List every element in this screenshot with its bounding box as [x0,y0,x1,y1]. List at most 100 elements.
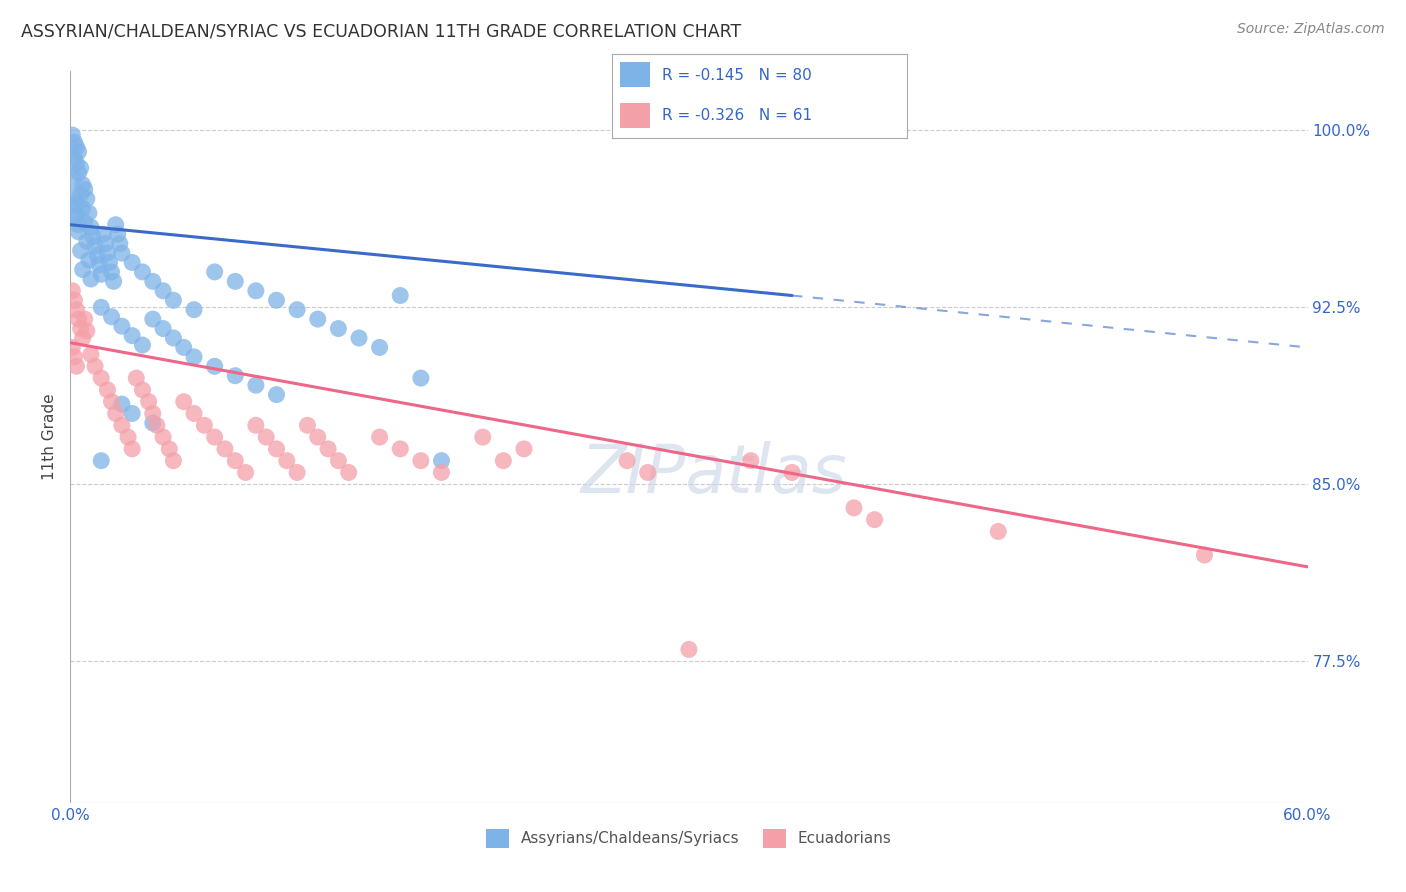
Point [60,340,83,354]
Point [285,466,308,480]
Point [104,218,127,232]
Point [224,453,246,467]
Point [76,324,98,338]
Point [80,220,103,235]
Point [69,244,91,258]
Point [63,199,86,213]
Point [90,371,112,385]
Point [740,453,762,467]
Point [471,430,494,444]
Point [125,371,148,385]
Point [90,267,112,281]
Point [214,442,236,456]
Point [73,312,96,326]
Point [69,161,91,175]
Point [86,248,108,262]
Point [152,321,174,335]
Point [328,321,350,335]
Point [616,453,638,467]
Point [63,135,86,149]
Point [409,453,432,467]
Point [430,453,453,467]
Point [72,178,94,192]
Point [173,340,195,354]
Point [266,293,288,308]
Point [73,182,96,196]
Text: R = -0.326   N = 61: R = -0.326 N = 61 [662,108,811,123]
Point [67,166,90,180]
Point [224,368,246,383]
Point [67,225,90,239]
Point [409,371,432,385]
Point [347,331,370,345]
Point [65,140,87,154]
Point [67,145,90,159]
Point [368,340,391,354]
Bar [620,62,650,87]
Point [121,255,143,269]
Point [96,383,118,397]
Point [254,430,277,444]
Point [72,201,94,215]
Point [492,453,515,467]
Point [204,265,226,279]
Point [146,418,169,433]
Point [337,466,360,480]
Point [65,208,87,222]
Point [245,378,267,392]
Point [173,394,195,409]
Point [157,442,180,456]
Point [235,466,257,480]
Point [69,321,91,335]
Point [121,442,143,456]
Point [307,312,329,326]
Point [63,350,86,364]
Point [152,284,174,298]
Point [89,258,111,272]
Point [104,407,127,421]
Text: R = -0.145   N = 80: R = -0.145 N = 80 [662,68,811,83]
Point [637,466,659,480]
Point [60,128,83,142]
Point [389,288,412,302]
Point [90,453,112,467]
Point [276,453,298,467]
Point [76,234,98,248]
Point [98,255,121,269]
Point [307,430,329,444]
Point [162,331,184,345]
Point [842,500,865,515]
Point [266,387,288,401]
Point [430,466,453,480]
Point [60,284,83,298]
Point [111,319,134,334]
Point [142,407,165,421]
Point [84,239,107,253]
Point [65,156,87,170]
Point [368,430,391,444]
Point [131,265,153,279]
Point [108,236,131,251]
Point [72,262,94,277]
Point [96,246,118,260]
Point [245,284,267,298]
Point [863,513,886,527]
Point [103,274,125,288]
Point [204,430,226,444]
Point [138,394,160,409]
Point [142,312,165,326]
Point [987,524,1010,539]
Point [107,227,129,242]
Point [162,453,184,467]
Point [328,453,350,467]
Point [513,442,536,456]
Point [65,196,87,211]
Point [117,430,139,444]
Point [183,407,205,421]
Point [142,416,165,430]
Point [183,302,205,317]
Point [77,206,100,220]
Legend: Assyrians/Chaldeans/Syriacs, Ecuadorians: Assyrians/Chaldeans/Syriacs, Ecuadorians [479,822,898,854]
Point [297,418,319,433]
Point [65,302,87,317]
